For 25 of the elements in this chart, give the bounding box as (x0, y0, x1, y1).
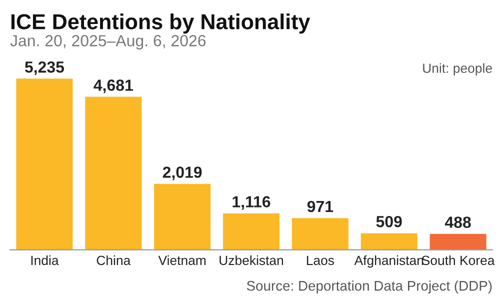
bar (154, 184, 211, 250)
data-label: 1,116 (232, 196, 270, 210)
x-tick-label: South Korea (422, 255, 495, 266)
bar (430, 234, 486, 250)
bar (16, 78, 73, 250)
data-label: 971 (307, 200, 334, 212)
bar (360, 233, 418, 250)
x-tick-label: China (96, 255, 131, 266)
bar (85, 96, 142, 250)
bar (222, 213, 280, 250)
chart-title: ICE Detentions by Nationality (11, 14, 310, 34)
data-label: 509 (376, 216, 402, 228)
source-note: Source: Deportation Data Project (DDP) (246, 280, 492, 294)
data-label: 5,235 (24, 61, 64, 76)
x-tick-label: Laos (306, 256, 334, 266)
data-label: 2,019 (162, 166, 202, 180)
chart-subtitle: Jan. 20, 2025–Aug. 6, 2026 (10, 35, 206, 50)
data-label: 4,681 (94, 80, 133, 94)
data-label: 488 (444, 216, 471, 228)
x-tick-label: Afghanistan (354, 255, 424, 268)
x-tick-label: India (31, 255, 59, 266)
bar (292, 218, 348, 250)
x-tick-label: Vietnam (158, 255, 206, 266)
text: Unit: people (423, 63, 492, 76)
x-tick-label: Uzbekistan (220, 255, 284, 266)
